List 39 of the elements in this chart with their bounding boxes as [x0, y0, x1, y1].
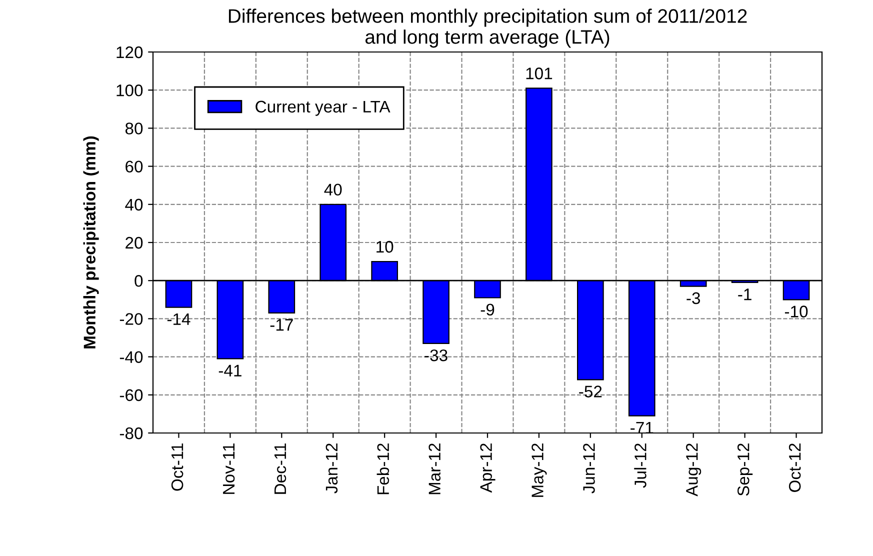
- data-label: -41: [218, 364, 242, 376]
- y-tick-label: 40: [125, 198, 143, 211]
- y-tick-label: 120: [116, 46, 143, 58]
- data-label: -14: [167, 313, 190, 325]
- y-tick-label: -20: [120, 313, 143, 325]
- data-label: 40: [324, 184, 342, 196]
- chart-title: Differences between monthly precipitation sum of 2011/2012 and long term average (LTA): [228, 8, 747, 48]
- x-tick-label: Mar-12: [428, 444, 441, 494]
- data-label: -3: [686, 292, 700, 304]
- y-tick-label: 100: [116, 84, 143, 96]
- y-tick-label: -40: [120, 351, 143, 364]
- data-label: 101: [526, 68, 552, 80]
- y-tick-label: 0: [134, 275, 143, 287]
- x-tick-label: May-12: [532, 444, 547, 497]
- data-label: -10: [784, 306, 808, 318]
- x-tick-label: Oct-12: [788, 444, 801, 492]
- data-label: -33: [424, 349, 448, 362]
- y-tick-label: 80: [125, 122, 143, 134]
- data-label: -9: [480, 304, 494, 316]
- x-tick-label: Oct-11: [171, 444, 184, 491]
- y-tick-label: 20: [126, 236, 143, 249]
- y-axis-title: Monthly precipitation (mm): [83, 136, 99, 348]
- y-tick-label: -60: [120, 389, 143, 402]
- data-label: -52: [579, 386, 602, 398]
- y-tick-label: 60: [126, 160, 143, 173]
- x-tick-label: Dec-11: [274, 444, 286, 494]
- x-tick-label: Jan-12: [326, 444, 338, 494]
- x-tick-label: Jun-12: [583, 444, 595, 494]
- data-label: 10: [376, 240, 394, 253]
- data-label: -17: [270, 319, 293, 331]
- x-tick-label: Apr-12: [480, 444, 496, 493]
- x-tick-label: Nov-11: [223, 444, 235, 494]
- legend-label: Current year - LTA: [256, 100, 390, 116]
- x-tick-label: Aug-12: [686, 444, 702, 496]
- x-tick-label: Feb-12: [376, 444, 390, 494]
- y-tick-label: -80: [120, 427, 143, 440]
- x-tick-label: Sep-12: [737, 444, 753, 496]
- data-label: -1: [738, 288, 752, 300]
- x-tick-label: Jul-12: [634, 444, 646, 488]
